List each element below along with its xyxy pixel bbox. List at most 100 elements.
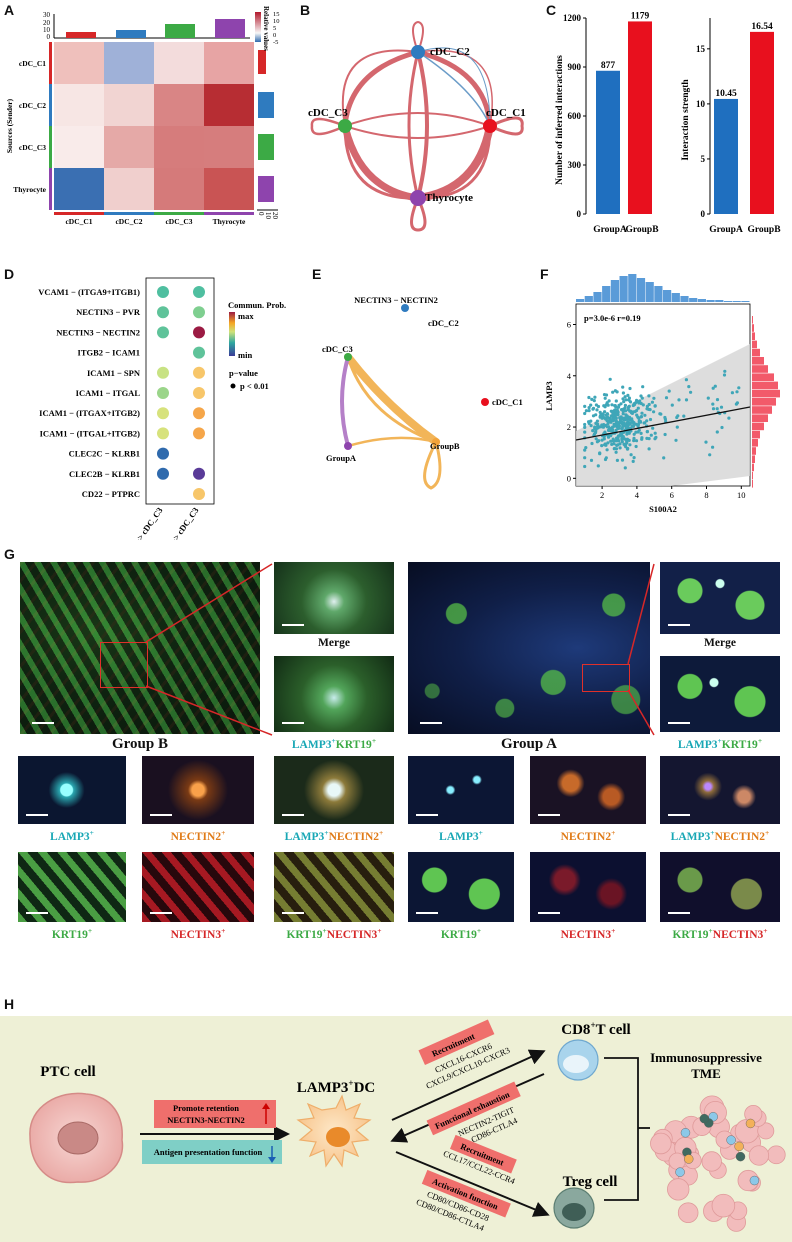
point [627, 415, 632, 419]
point [639, 415, 644, 419]
right-tick: 10 [264, 212, 272, 220]
node-label: cDC_C2 [430, 46, 470, 58]
col-label: cDC_C1 [65, 217, 92, 226]
point [664, 396, 669, 400]
pvalue-title: p−value [229, 368, 258, 378]
caption-krt19-nectin3-b: KRT19+NECTIN3+ [286, 926, 382, 941]
top-bar-cdc2 [116, 30, 146, 38]
y-tick: 1200 [563, 13, 582, 23]
bar-groupa [596, 70, 620, 214]
legend-gradient [255, 12, 261, 42]
point [602, 393, 607, 397]
point [583, 448, 587, 452]
point [615, 408, 619, 412]
dot [193, 306, 205, 319]
legend-tick: -5 [273, 39, 278, 46]
dot [157, 366, 169, 379]
hist-bar-right [752, 324, 754, 332]
hist-bar-top [645, 282, 654, 302]
group-a-title: Group A [501, 736, 557, 752]
point [637, 416, 641, 420]
point [596, 464, 600, 468]
zoom-lines-a [627, 563, 655, 736]
bar-groupb [628, 21, 652, 215]
dot [193, 467, 205, 480]
point [684, 378, 688, 382]
point [689, 390, 693, 394]
point [636, 423, 640, 427]
caption-lamp3-a: LAMP3+ [439, 828, 483, 843]
group-a-overview-image [408, 562, 650, 734]
top-tick: 20 [43, 19, 51, 27]
caption-lamp3-nectin2-a: LAMP3+NECTIN2+ [670, 828, 770, 843]
point [635, 408, 639, 413]
hist-bar-top [602, 286, 611, 302]
point [663, 415, 667, 420]
point [638, 419, 642, 424]
hist-bar-right [752, 463, 754, 472]
point [620, 437, 624, 441]
point [600, 416, 604, 420]
y-tick: 300 [568, 160, 582, 170]
pair-label: ITGB2 − ICAM1 [78, 348, 140, 358]
panel-label-e: E [312, 266, 322, 282]
network-title: NECTIN3 − NECTIN2 [354, 295, 438, 305]
point [704, 440, 708, 444]
point [604, 417, 608, 421]
node-cdc2 [401, 304, 409, 312]
caption-lamp3-krt19-b: LAMP3+KRT19+ [291, 736, 377, 751]
point [654, 435, 658, 439]
point [640, 411, 644, 415]
row-label: Thyrocyte [13, 185, 46, 194]
point [713, 384, 717, 388]
point [682, 414, 686, 418]
point [615, 458, 619, 462]
y-tick: 900 [568, 62, 582, 72]
dot [157, 387, 169, 399]
stat-label: p=3.0e-6 r=0.19 [584, 313, 641, 323]
point [622, 400, 626, 404]
point [604, 456, 608, 460]
bar-value-label: 877 [601, 61, 616, 71]
point [611, 390, 615, 394]
point [614, 450, 618, 454]
legend-title: Commun. Prob. [228, 300, 286, 310]
caption-krt19-b: KRT19+ [51, 926, 93, 941]
bar-groupb [750, 31, 774, 214]
y-tick: 5 [701, 154, 706, 164]
point [651, 426, 655, 430]
point [711, 445, 715, 449]
dot [193, 286, 205, 298]
group-b-merge-image [274, 562, 394, 634]
hist-bar-top [689, 298, 698, 302]
point [647, 447, 651, 451]
top-tick: 30 [43, 11, 51, 19]
point [632, 439, 636, 443]
point [592, 399, 596, 403]
y-tick: 15 [696, 44, 706, 54]
right-tick: 0 [257, 212, 265, 216]
point [650, 400, 654, 404]
nectin3-image-b [142, 852, 254, 922]
node-cdc1 [483, 119, 497, 133]
hist-bar-top [636, 278, 646, 302]
point [616, 405, 621, 409]
ptc-label: PTC cell [40, 1064, 95, 1080]
hist-bar-top [584, 296, 593, 302]
hist-bar-top [680, 296, 689, 302]
caption-merge-a: Merge [704, 637, 736, 649]
hist-bar-right [752, 480, 753, 488]
top-tick: 0 [47, 33, 51, 41]
pair-label: CLEC2C − KLRB1 [69, 449, 140, 459]
caption-nectin2-a: NECTIN2+ [560, 828, 616, 843]
dot [157, 286, 169, 298]
point [624, 442, 628, 446]
hist-bar-top [697, 299, 706, 302]
dot [157, 427, 169, 440]
caption-merge-b: Merge [318, 637, 350, 649]
point [623, 395, 627, 399]
group-b-lamp3-krt19-image [274, 656, 394, 732]
bar-value-label: 10.45 [715, 89, 737, 99]
hist-bar-right [752, 389, 780, 398]
point [594, 413, 598, 417]
